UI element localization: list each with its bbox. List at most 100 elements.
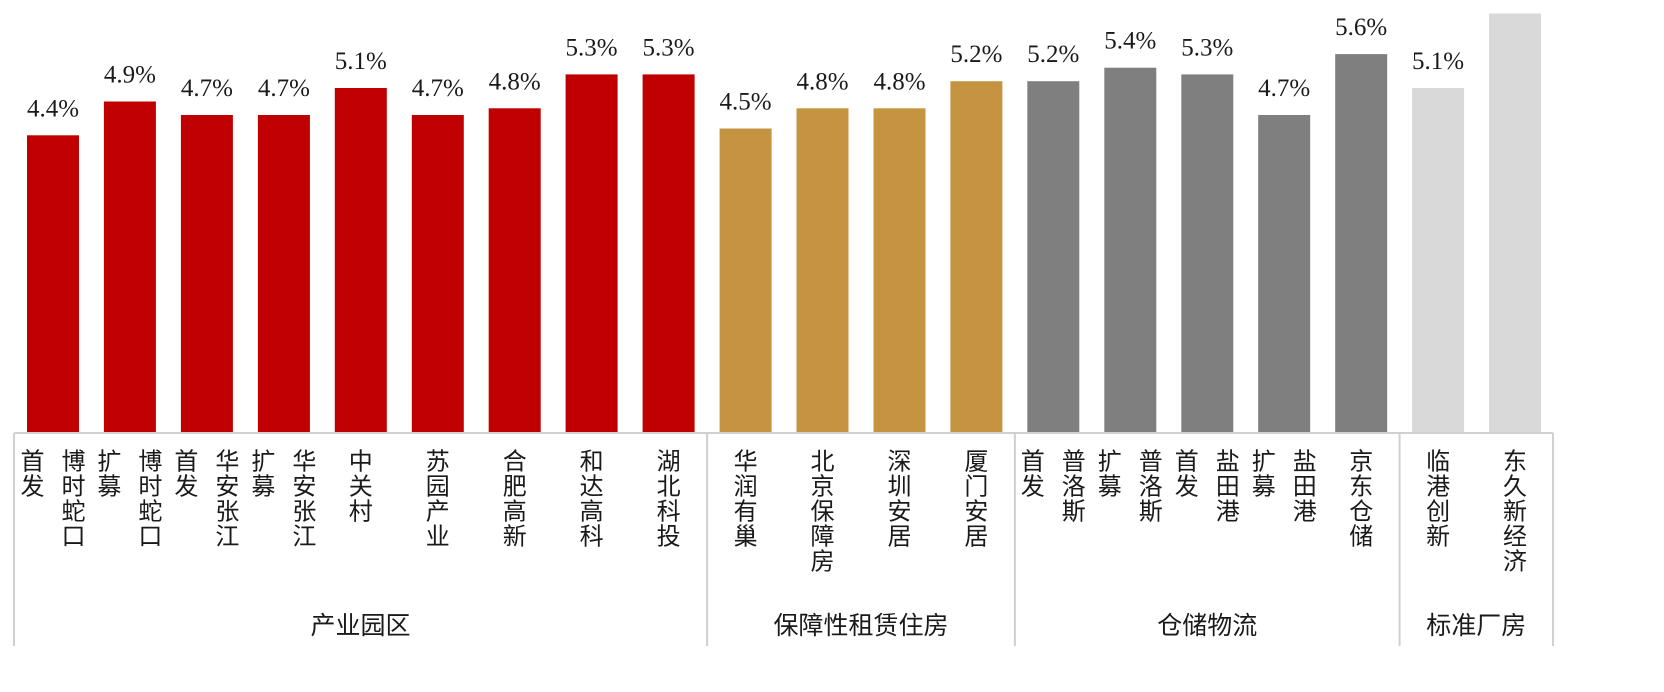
category-label-char: 首 — [174, 448, 198, 476]
category-label-char: 发 — [1175, 473, 1199, 501]
data-label-和达高科: 5.3% — [566, 34, 618, 61]
category-label-char: 新 — [1503, 498, 1527, 526]
data-label-扩募-华安张江: 4.7% — [258, 75, 310, 102]
category-label-char: 保 — [811, 498, 835, 526]
data-label-首发-博时蛇口: 4.4% — [27, 95, 79, 122]
bar-首发-博时蛇口 — [27, 135, 79, 434]
data-label-首发-盐田港: 5.3% — [1181, 34, 1233, 61]
bar-首发-普洛斯 — [1027, 81, 1080, 433]
category-label-char: 障 — [811, 523, 835, 551]
category-label-char: 华 — [292, 448, 316, 476]
category-label-char: 田 — [1293, 473, 1317, 501]
category-labels-layer: 首发博时蛇口扩募博时蛇口首发华安张江扩募华安张江中关村苏园产业合肥高新和达高科湖… — [21, 448, 1528, 576]
category-label-char: 盐 — [1293, 448, 1317, 476]
bar-扩募-博时蛇口 — [103, 101, 156, 433]
category-label-char: 港 — [1216, 498, 1240, 526]
data-label-中关村: 5.1% — [335, 48, 387, 75]
category-label-char: 口 — [138, 523, 162, 551]
category-label-char: 募 — [1098, 473, 1122, 501]
category-label-char: 洛 — [1139, 473, 1163, 501]
category-label-char: 张 — [215, 498, 239, 526]
category-label-char: 博 — [138, 448, 162, 476]
bar-扩募-华安张江 — [257, 115, 310, 433]
category-label-char: 中 — [349, 448, 373, 476]
category-label-char: 张 — [292, 498, 316, 526]
bar-合肥高新 — [488, 108, 541, 434]
category-label-char: 扩 — [1098, 448, 1122, 476]
bar-首发-华安张江 — [180, 115, 233, 433]
bar-苏园产业 — [411, 115, 464, 433]
category-label-char: 发 — [1021, 473, 1045, 501]
bar-扩募-普洛斯 — [1104, 67, 1157, 433]
category-label-char: 安 — [888, 498, 912, 526]
data-label-扩募-博时蛇口: 4.9% — [104, 62, 156, 89]
bar-湖北科投 — [642, 74, 695, 434]
value-labels-layer: 4.4% 4.9% 4.7% 4.7% 5.1% 4.7% 4.8% 5.3% 5.3% 4.5%… — [27, 0, 1541, 122]
data-label-首发-普洛斯: 5.2% — [1027, 41, 1079, 68]
data-label-深圳安居: 4.8% — [873, 68, 925, 95]
category-label-char: 华 — [734, 448, 758, 476]
category-label-char: 仓 — [1349, 498, 1373, 526]
category-label-char: 扩 — [97, 448, 121, 476]
category-label-char: 苏 — [426, 448, 450, 476]
data-label-厦门安居: 5.2% — [950, 41, 1002, 68]
axis-layer — [13, 432, 1554, 646]
data-label-苏园产业: 4.7% — [412, 75, 464, 102]
category-label-char: 扩 — [1252, 448, 1276, 476]
bar-深圳安居 — [873, 108, 926, 434]
bar-中关村 — [334, 88, 387, 433]
category-label-char: 科 — [580, 523, 604, 551]
bar-北京保障房 — [796, 108, 849, 434]
category-label-char: 新 — [1426, 523, 1450, 551]
category-label-char: 临 — [1426, 448, 1450, 476]
bar-东久新经济 — [1489, 13, 1541, 433]
category-label-char: 业 — [426, 523, 450, 551]
data-label-华润有巢: 4.5% — [720, 89, 772, 116]
category-label-char: 华 — [215, 448, 239, 476]
group-label-产业园区: 产业园区 — [310, 611, 410, 640]
category-label-char: 普 — [1062, 448, 1086, 476]
category-label-char: 蛇 — [62, 498, 86, 526]
category-label-char: 创 — [1426, 498, 1450, 526]
category-label-char: 发 — [21, 473, 45, 501]
category-label-char: 合 — [503, 448, 527, 476]
data-label-湖北科投: 5.3% — [643, 34, 695, 61]
category-label-char: 房 — [811, 548, 835, 576]
category-label-char: 港 — [1293, 498, 1317, 526]
category-label-char: 居 — [964, 523, 988, 551]
data-label-临港创新: 5.1% — [1412, 48, 1464, 75]
category-label-char: 斯 — [1139, 498, 1163, 526]
category-label-char: 田 — [1216, 473, 1240, 501]
category-label-char: 和 — [580, 448, 604, 476]
category-label-char: 洛 — [1062, 473, 1086, 501]
category-label-char: 经 — [1503, 523, 1527, 551]
category-label-char: 门 — [964, 473, 988, 501]
data-label-东久新经济: 6.2% — [1489, 0, 1541, 1]
group-label-仓储物流: 仓储物流 — [1157, 611, 1257, 640]
data-label-扩募-普洛斯: 5.4% — [1104, 28, 1156, 55]
category-label-char: 安 — [215, 473, 239, 501]
category-label-char: 有 — [734, 498, 758, 526]
category-label-中关村: 中关村 — [349, 448, 373, 526]
category-label-char: 普 — [1139, 448, 1163, 476]
category-label-char: 募 — [1252, 473, 1276, 501]
bars-layer — [27, 13, 1541, 434]
category-label-char: 北 — [811, 448, 835, 476]
group-label-保障性租赁住房: 保障性租赁住房 — [773, 611, 948, 640]
data-label-北京保障房: 4.8% — [796, 68, 848, 95]
category-label-char: 募 — [97, 473, 121, 501]
category-label-char: 安 — [292, 473, 316, 501]
category-label-char: 北 — [657, 473, 681, 501]
